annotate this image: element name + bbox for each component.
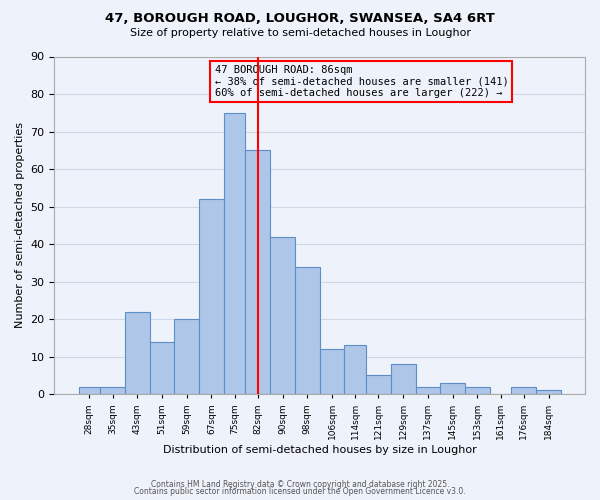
Bar <box>149 342 175 394</box>
Bar <box>175 319 199 394</box>
Bar <box>391 364 416 394</box>
Bar <box>344 346 366 394</box>
Bar <box>320 349 344 394</box>
Bar <box>224 113 245 394</box>
Bar <box>465 386 490 394</box>
Bar <box>79 386 100 394</box>
Text: 47, BOROUGH ROAD, LOUGHOR, SWANSEA, SA4 6RT: 47, BOROUGH ROAD, LOUGHOR, SWANSEA, SA4 … <box>105 12 495 26</box>
Text: Contains public sector information licensed under the Open Government Licence v3: Contains public sector information licen… <box>134 487 466 496</box>
Bar <box>245 150 270 394</box>
Bar <box>511 386 536 394</box>
Bar <box>199 199 224 394</box>
X-axis label: Distribution of semi-detached houses by size in Loughor: Distribution of semi-detached houses by … <box>163 445 476 455</box>
Text: 47 BOROUGH ROAD: 86sqm
← 38% of semi-detached houses are smaller (141)
60% of se: 47 BOROUGH ROAD: 86sqm ← 38% of semi-det… <box>215 65 508 98</box>
Bar <box>295 266 320 394</box>
Text: Size of property relative to semi-detached houses in Loughor: Size of property relative to semi-detach… <box>130 28 470 38</box>
Y-axis label: Number of semi-detached properties: Number of semi-detached properties <box>15 122 25 328</box>
Bar <box>416 386 440 394</box>
Text: Contains HM Land Registry data © Crown copyright and database right 2025.: Contains HM Land Registry data © Crown c… <box>151 480 449 489</box>
Bar <box>125 312 149 394</box>
Bar <box>366 376 391 394</box>
Bar <box>536 390 561 394</box>
Bar <box>270 236 295 394</box>
Bar <box>440 383 465 394</box>
Bar <box>100 386 125 394</box>
